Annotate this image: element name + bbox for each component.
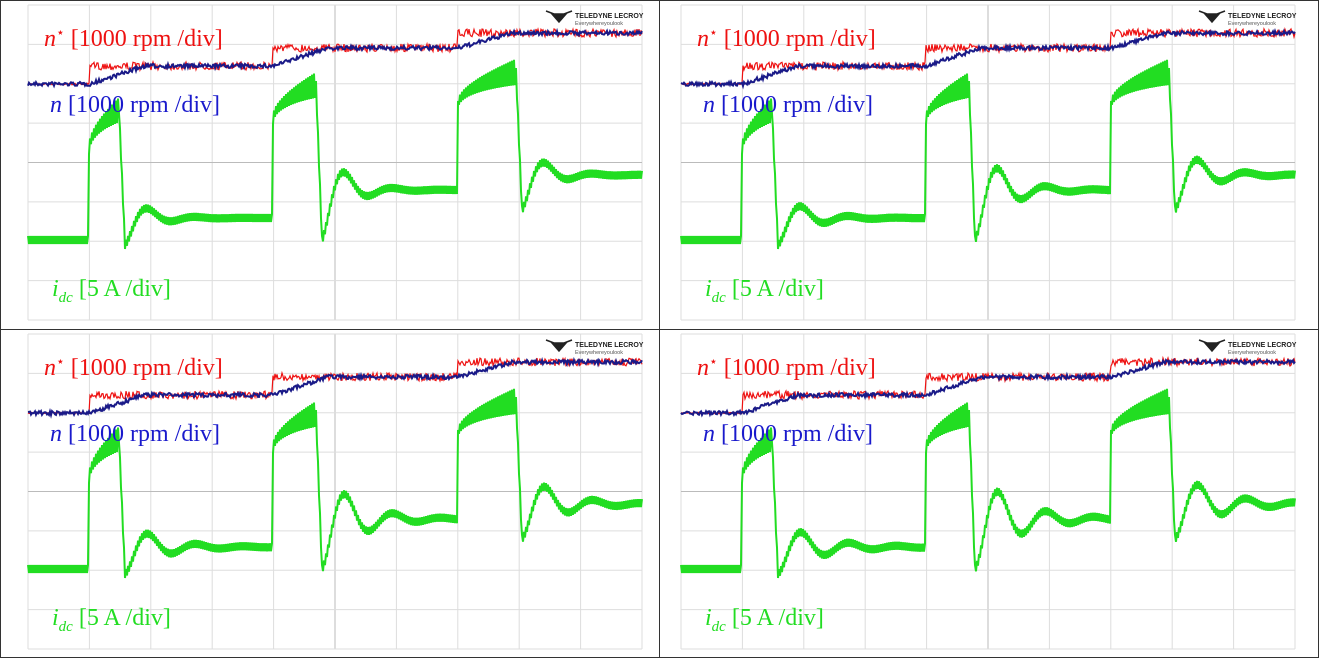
label-unit: [1000 rpm /div] <box>721 421 873 447</box>
label-unit: [1000 rpm /div] <box>68 421 220 447</box>
scope-grid: TELEDYNE LECROYEverywhereyoulookn⋆[1000 … <box>0 0 1319 658</box>
label-subscript: dc <box>712 619 727 635</box>
trace-label: n⋆ [1000 rpm /div] <box>697 26 876 52</box>
logo-tagline: Everywhereyoulook <box>1228 21 1276 27</box>
logo-brand: TELEDYNE LECROY <box>1228 13 1297 20</box>
label-unit: [1000 rpm /div] <box>68 92 220 118</box>
logo-tagline: Everywhereyoulook <box>575 350 623 356</box>
label-unit: [1000 rpm /div] <box>71 355 223 381</box>
label-symbol: n <box>50 92 62 118</box>
logo-brand: TELEDYNE LECROY <box>1228 342 1297 349</box>
label-subscript: dc <box>59 290 74 306</box>
trace-label: n[1000 rpm /div] <box>50 92 220 118</box>
label-unit: [5 A /div] <box>79 605 171 631</box>
label-superscript: ⋆ <box>56 355 65 370</box>
label-symbol: i <box>52 605 59 631</box>
label-superscript: ⋆ <box>56 26 65 41</box>
trace-label: n[1000 rpm /div] <box>50 421 220 447</box>
label-symbol: n <box>697 355 709 381</box>
label-superscript: ⋆ <box>709 355 718 370</box>
label-unit: [1000 rpm /div] <box>721 92 873 118</box>
label-unit: [5 A /div] <box>732 276 824 302</box>
logo-brand: TELEDYNE LECROY <box>575 342 644 349</box>
label-superscript: ⋆ <box>709 26 718 41</box>
label-symbol: n <box>50 421 62 447</box>
label-unit: [5 A /div] <box>79 276 171 302</box>
label-symbol: n <box>44 355 56 381</box>
trace-label: n[1000 rpm /div] <box>703 421 873 447</box>
label-symbol: n <box>703 421 715 447</box>
label-unit: [1000 rpm /div] <box>71 26 223 52</box>
label-symbol: i <box>52 276 59 302</box>
label-symbol: i <box>705 605 712 631</box>
label-symbol: n <box>697 26 709 52</box>
label-symbol: n <box>44 26 56 52</box>
label-symbol: n <box>703 92 715 118</box>
logo-tagline: Everywhereyoulook <box>575 21 623 27</box>
label-unit: [5 A /div] <box>732 605 824 631</box>
logo-tagline: Everywhereyoulook <box>1228 350 1276 356</box>
logo-brand: TELEDYNE LECROY <box>575 13 644 20</box>
label-unit: [1000 rpm /div] <box>724 26 876 52</box>
label-subscript: dc <box>712 290 727 306</box>
label-unit: [1000 rpm /div] <box>724 355 876 381</box>
trace-label: n[1000 rpm /div] <box>703 92 873 118</box>
trace-label: n⋆ [1000 rpm /div] <box>44 355 223 381</box>
trace-label: n⋆ [1000 rpm /div] <box>697 355 876 381</box>
trace-label: n⋆ [1000 rpm /div] <box>44 26 223 52</box>
label-subscript: dc <box>59 619 74 635</box>
label-symbol: i <box>705 276 712 302</box>
page: {"panels": [ {"logo": {"brand": "TELEDYN… <box>0 0 1319 658</box>
